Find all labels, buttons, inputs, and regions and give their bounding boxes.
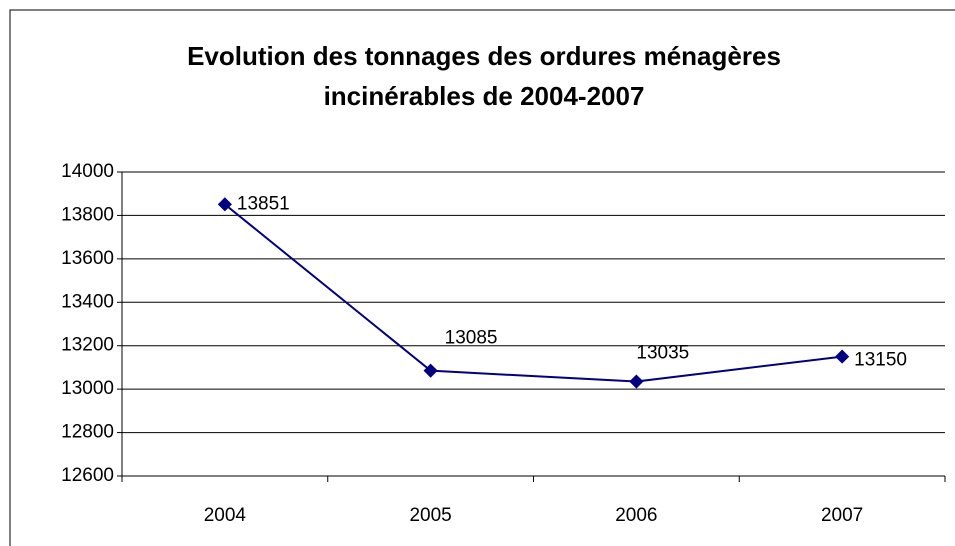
- x-tick-label: 2005: [409, 505, 451, 526]
- data-label: 13035: [636, 343, 689, 364]
- data-label: 13851: [237, 193, 290, 214]
- y-tick-label: 13800: [61, 204, 114, 225]
- y-tick-label: 12800: [61, 422, 114, 443]
- y-tick-label: 13600: [61, 248, 114, 269]
- marker: [423, 363, 438, 378]
- chart-title: incinérables de 2004-2007: [324, 81, 645, 111]
- data-label: 13150: [854, 350, 907, 371]
- y-tick-label: 13400: [61, 291, 114, 312]
- marker: [217, 197, 232, 212]
- x-tick-label: 2007: [821, 505, 863, 526]
- marker: [629, 374, 644, 389]
- y-tick-label: 14000: [61, 161, 114, 182]
- y-tick-label: 13200: [61, 335, 114, 356]
- line: [224, 203, 843, 383]
- y-tick-label: 13000: [61, 378, 114, 399]
- marker: [835, 349, 850, 364]
- data-label: 13085: [445, 328, 498, 349]
- x-tick-label: 2004: [204, 505, 247, 526]
- x-tick-label: 2006: [615, 505, 657, 526]
- y-tick-label: 12600: [61, 465, 114, 486]
- chart-frame: [9, 9, 955, 546]
- chart-title: Evolution des tonnages des ordures ménag…: [187, 41, 781, 71]
